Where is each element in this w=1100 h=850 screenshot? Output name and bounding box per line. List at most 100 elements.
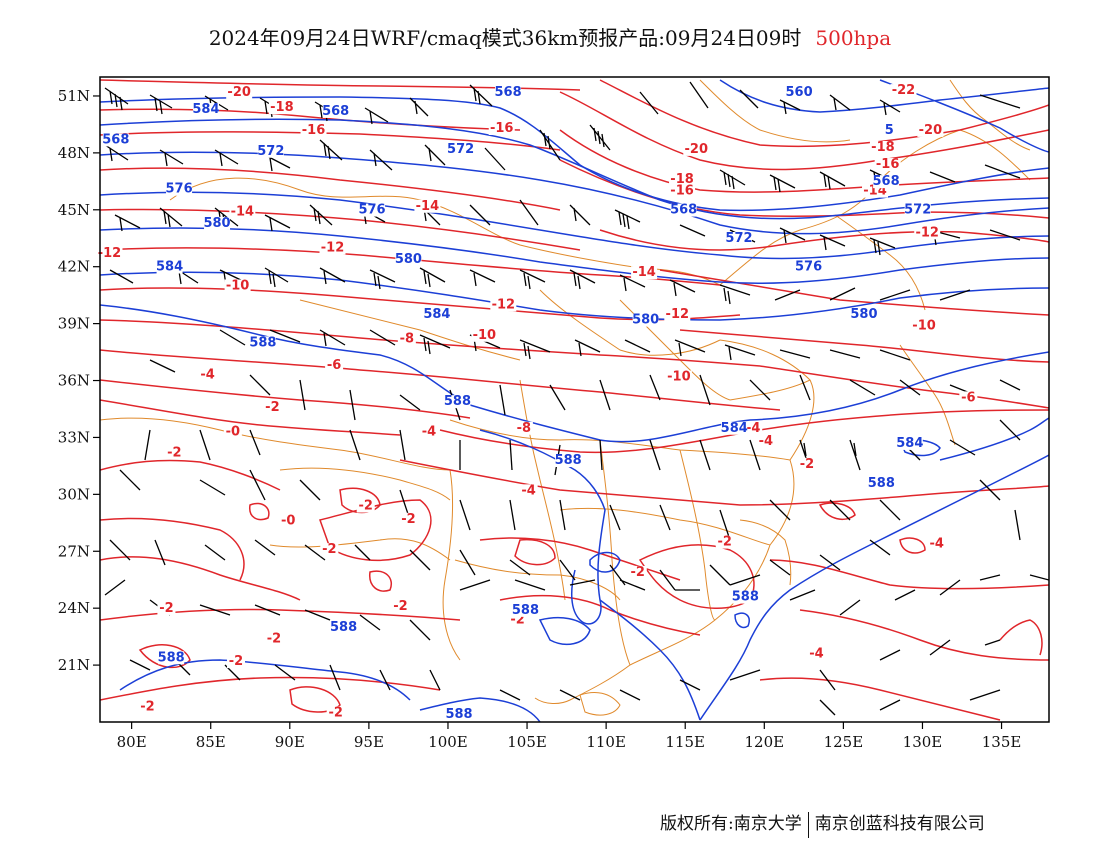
- copyright-credit: 版权所有:南京大学 南京创蓝科技有限公司: [660, 809, 985, 838]
- lat-tick-label: 36N: [58, 372, 90, 390]
- temperature-contour-label-bg: [665, 370, 692, 384]
- temperature-contour-label: -0: [226, 425, 240, 440]
- geopotential-contour-label-bg: [850, 307, 877, 321]
- temperature-contour-label: -2: [631, 565, 645, 580]
- temperature-contour-label: -2: [229, 654, 243, 669]
- temperature-contour-label-bg: [890, 84, 917, 98]
- temperature-contours: [100, 79, 1049, 721]
- geopotential-contour-label: 568: [102, 132, 129, 147]
- temperature-contour-label: -8: [517, 421, 531, 436]
- lon-tick-label: 95E: [354, 733, 384, 751]
- geopotential-contour-label-bg: [873, 175, 900, 189]
- lat-tick-label: 39N: [58, 315, 90, 333]
- geopotential-contour-label: 584: [423, 307, 450, 322]
- temperature-contour-label-bg: [391, 600, 410, 614]
- geopotential-contour-label-bg: [795, 260, 822, 274]
- temperature-contour-label: -6: [961, 390, 975, 405]
- temperature-contour-label: -2: [159, 601, 173, 616]
- temperature-contour-label-bg: [414, 199, 441, 213]
- temperature-contour-label-bg: [223, 425, 242, 439]
- temperature-contour-label: -4: [521, 483, 535, 498]
- temperature-label-layer: -20-18-16 -16-20-18-16-22-20-18-16-14-12-…: [96, 83, 978, 720]
- latitude-axis: 51N 48N 45N 42N 39N 36N 33N 30N 27N 24N 21N: [58, 87, 100, 674]
- credit-right: 南京创蓝科技有限公司: [814, 814, 985, 834]
- geopotential-contour-label: 588: [512, 603, 539, 618]
- lon-tick-label: 115E: [665, 733, 705, 751]
- temperature-contour-label-bg: [756, 435, 775, 449]
- lon-tick-label: 110E: [586, 733, 626, 751]
- temperature-contour-label-bg: [165, 446, 184, 460]
- temperature-contour-label-bg: [669, 184, 696, 198]
- geopotential-contour-label: 588: [249, 335, 276, 350]
- temperature-contour-label: -18: [871, 140, 895, 155]
- wind-barbs: [104, 81, 1049, 716]
- temperature-contour-label-bg: [490, 298, 517, 312]
- temperature-contour-label-bg: [138, 700, 157, 714]
- temperature-contour-label: -2: [401, 512, 415, 527]
- geopotential-contour-label-bg: [896, 436, 923, 450]
- temperature-contour-label-bg: [397, 332, 416, 346]
- geopotential-contour-label: 572: [447, 142, 474, 157]
- temperature-contour-label-bg: [319, 241, 346, 255]
- temperature-contour-label: -12: [98, 246, 122, 261]
- geopotential-contour-label: 560: [786, 85, 813, 100]
- temperature-contour-label-bg: [631, 266, 658, 280]
- temperature-contour-label-bg: [471, 328, 498, 342]
- temperature-contour-label-bg: [226, 85, 253, 99]
- geopotential-contour-label: 580: [203, 216, 230, 231]
- temperature-contour-label: -18: [270, 100, 294, 115]
- temperature-contour-label-bg: [488, 122, 515, 136]
- geopotential-contour-label: 572: [725, 231, 752, 246]
- temperature-contour-label: -10: [473, 328, 497, 343]
- geopotential-contour-label-bg: [904, 203, 931, 217]
- lon-tick-label: 105E: [507, 733, 547, 751]
- temperature-contour-label: -20: [227, 85, 251, 100]
- lat-tick-label: 33N: [58, 428, 90, 446]
- geopotential-contour-label-bg: [166, 182, 193, 196]
- temperature-contour-label: -4: [746, 421, 760, 436]
- temperature-contour-label: -4: [422, 425, 436, 440]
- temperature-contour-label: -8: [400, 332, 414, 347]
- temperature-contour-label: -16: [670, 184, 694, 199]
- geopotential-contour-label: 576: [795, 260, 822, 275]
- lon-tick-label: 85E: [196, 733, 226, 751]
- lat-tick-label: 21N: [58, 656, 90, 674]
- temperature-contour-label: -4: [929, 536, 943, 551]
- geopotential-contour-label: 580: [632, 313, 659, 328]
- geopotential-contour-label-bg: [447, 142, 474, 156]
- temperature-contour-label: -22: [892, 83, 916, 98]
- geopotential-contour-label-bg: [884, 123, 895, 137]
- temperature-contour-label: -14: [632, 265, 656, 280]
- temperature-contour-label: -4: [200, 368, 214, 383]
- temperature-contour-label-bg: [683, 142, 710, 156]
- geopotential-contour-label-bg: [555, 454, 582, 467]
- geopotential-contour-label: 568: [873, 174, 900, 189]
- temperature-contour-label: -2: [800, 457, 814, 472]
- temperature-contour-label: -20: [919, 123, 943, 138]
- temperature-contour-label: -16: [876, 157, 900, 172]
- temperature-contour-label: -12: [915, 225, 939, 240]
- temperature-contour-label: -12: [321, 241, 345, 256]
- geopotential-contour-label-bg: [158, 651, 185, 665]
- temperature-contour-label: -16: [302, 123, 326, 138]
- geopotential-contour-label-bg: [257, 144, 284, 158]
- geopotential-contour-label: 580: [395, 252, 422, 267]
- geopotential-contour-label-bg: [721, 421, 748, 435]
- temperature-contour-label: -2: [358, 499, 372, 514]
- geopotential-contour-label: 568: [322, 104, 349, 119]
- temperature-contour-label-bg: [227, 655, 246, 669]
- temperature-contour-label-bg: [320, 543, 339, 557]
- temperature-contour-label-bg: [419, 425, 438, 439]
- temperature-contour-label: -18: [670, 172, 694, 187]
- temperature-contour-label-bg: [874, 158, 901, 172]
- geopotential-contour-label: 576: [358, 203, 385, 218]
- geopotential-contour-label-bg: [156, 260, 183, 274]
- temperature-contour-label-bg: [917, 123, 944, 137]
- geopotential-contour-label: 588: [330, 620, 357, 635]
- geopotential-contour-label: 572: [904, 203, 931, 218]
- temperature-contour-label-bg: [157, 601, 176, 615]
- geopotential-contour-label: 584: [896, 436, 923, 451]
- temperature-contour-label: -14: [231, 204, 255, 219]
- temperature-contour-label: -10: [667, 370, 691, 385]
